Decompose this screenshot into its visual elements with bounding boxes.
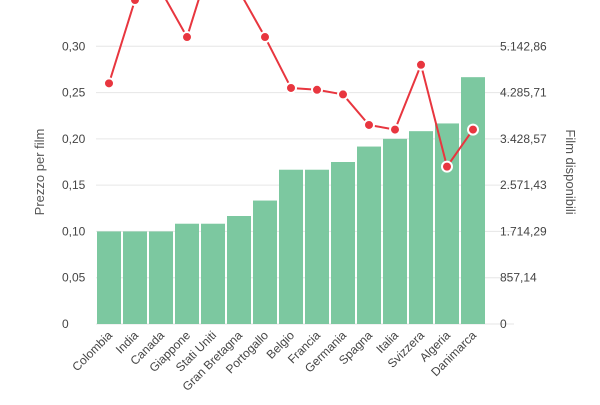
right-axis-title: Film disponibili	[563, 129, 578, 214]
left-axis-title: Prezzo per film	[32, 129, 47, 216]
bar-layer	[97, 77, 485, 324]
line-point	[103, 77, 115, 90]
left-tick-label: 0	[62, 317, 69, 331]
bar	[175, 223, 199, 324]
bar	[357, 146, 381, 324]
right-tick-label: 0	[500, 317, 507, 331]
right-tick-label: 5.142,86	[500, 39, 547, 53]
line-point	[181, 31, 193, 44]
right-tick-label: 2.571,43	[500, 178, 547, 192]
right-tick-label: 3.428,57	[500, 132, 547, 146]
bar	[123, 231, 147, 324]
line-point	[389, 123, 401, 136]
left-tick-label: 0,20	[62, 132, 86, 146]
bar	[97, 231, 121, 324]
bar	[201, 223, 225, 324]
left-tick-label: 0,25	[62, 86, 86, 100]
bar	[331, 162, 355, 324]
bar	[383, 138, 407, 324]
line-point	[441, 160, 453, 173]
line-point	[467, 123, 479, 136]
left-tick-label: 0,10	[62, 224, 86, 238]
right-tick-label: 1.714,29	[500, 224, 547, 238]
line-point	[337, 88, 349, 101]
bar	[305, 169, 329, 324]
bar	[279, 169, 303, 324]
category-label: Colombia	[69, 328, 115, 374]
line-point	[415, 58, 427, 71]
left-tick-label: 0,15	[62, 178, 86, 192]
left-tick-label: 0,30	[62, 39, 86, 53]
bar	[409, 131, 433, 324]
line-point	[285, 81, 297, 94]
line-point	[129, 0, 141, 6]
bar	[227, 216, 251, 324]
line-point	[311, 83, 323, 96]
right-tick-label: 4.285,71	[500, 86, 547, 100]
line-point	[363, 118, 375, 131]
line-layer	[103, 0, 479, 173]
bar	[149, 231, 173, 324]
left-tick-label: 0,05	[62, 271, 86, 285]
bar	[461, 77, 485, 324]
line-point	[259, 31, 271, 44]
right-tick-label: 857,14	[500, 271, 537, 285]
bar	[253, 200, 277, 324]
